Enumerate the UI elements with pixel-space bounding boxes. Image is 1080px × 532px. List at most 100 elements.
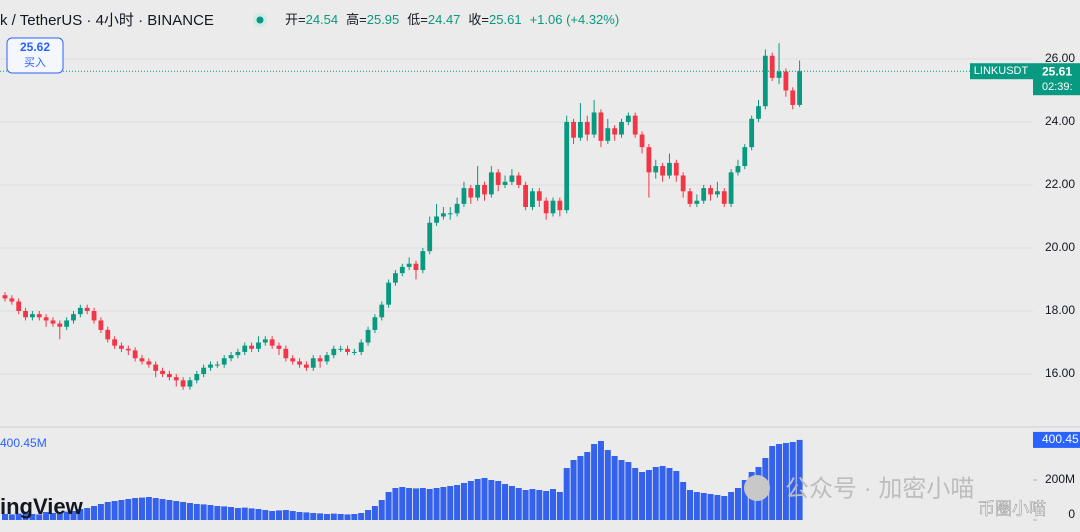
volume-bar [29,514,36,520]
candle-body [783,71,789,91]
candle-body [598,112,604,141]
candle-body [516,175,522,185]
ohlc-legend: 开=24.54 高=25.95 低=24.47 收=25.61 +1.06 (+4.32… [285,12,619,27]
countdown: 02:39: [1042,81,1073,93]
candle-body [790,90,796,105]
candle-body [509,175,515,182]
candle-body [434,216,439,223]
candle-body [132,350,138,359]
candle-body [256,342,261,349]
candle-body [358,342,364,352]
candle-body [523,184,528,208]
volume-bar [522,490,529,520]
volume-bar [22,513,29,520]
candle-body [64,320,70,327]
candle-body [50,320,56,324]
volume-bar [43,512,50,520]
volume-bar [118,500,125,520]
candle-body [317,358,323,362]
volume-bar [399,487,406,520]
candle-body [173,377,179,381]
candle-body [379,304,385,318]
volume-bar [680,482,687,520]
candle-body [454,203,460,214]
candle-body [673,162,679,176]
wechat-watermark: 公众号 · 加密小喵 [785,475,974,502]
volume-legend: 400.45M [0,436,47,450]
candle-body [228,355,234,359]
volume-bar [221,506,228,520]
candle-body [762,55,768,107]
candle-body [646,147,652,173]
candle-body [797,71,802,105]
candle-body [43,317,49,321]
y-tick-label: 22.00 [1045,177,1075,191]
volume-bar [166,500,173,520]
volume-bar [84,508,91,520]
volume-bar [426,489,433,520]
ohlc-value: 25.95 [367,12,400,27]
volume-bar [337,514,344,520]
volume-bar [659,466,666,520]
grid [0,58,1033,375]
candle-body [338,348,344,350]
candle-body [180,380,186,387]
candle-body [447,213,453,215]
candle-body [550,200,556,214]
candle-body [187,380,193,387]
candle-body [769,55,775,78]
candle-body [543,200,549,214]
y-tick-label: 26.00 [1045,51,1075,65]
candle-body [701,188,707,201]
ohlc-value: 25.61 [489,12,522,27]
volume-bar [139,497,145,520]
volume-bar [289,511,296,520]
candle-body [660,166,665,176]
volume-bar [734,488,741,520]
volume-bar [673,471,680,520]
wechat-icon [744,475,770,501]
volume-bar [488,480,495,520]
candle-body [139,358,145,362]
volume-bar [776,444,783,520]
volume-bar [728,492,735,520]
volume-bar [700,493,707,520]
candle-body [475,184,481,198]
candle-body [331,348,337,356]
volume-bar [159,499,166,520]
candle-body [386,282,391,305]
volume-bar [323,514,330,520]
volume-bar [769,446,776,520]
volume-bar [180,502,187,520]
volume-bar [351,514,358,520]
volume-bar [111,501,118,520]
buy-button[interactable] [6,37,64,74]
volume-bar [515,488,522,520]
status-dot [256,16,264,24]
volume-bar [440,487,447,520]
last-price: 25.61 [1042,64,1072,78]
volume-bar [508,486,515,520]
candle-body [488,172,494,195]
ohlc-label: 开= [285,12,306,27]
volume-bar [563,468,570,520]
candle-body [310,358,316,368]
volume-bar [454,485,461,520]
volume-bar [97,504,104,520]
candle-body [502,181,508,185]
candle-body [721,191,727,204]
candle-body [201,367,207,375]
volume-bar [419,488,426,520]
candle-body [667,162,672,176]
candle-body [276,345,282,349]
candle-body [591,112,597,135]
volume-bar [255,509,262,520]
candle-body [235,351,241,356]
candle-body [84,307,90,311]
candle-body [36,314,42,318]
volume-bar [460,483,467,520]
volume-bar [433,488,440,520]
volume-bar [413,488,419,520]
